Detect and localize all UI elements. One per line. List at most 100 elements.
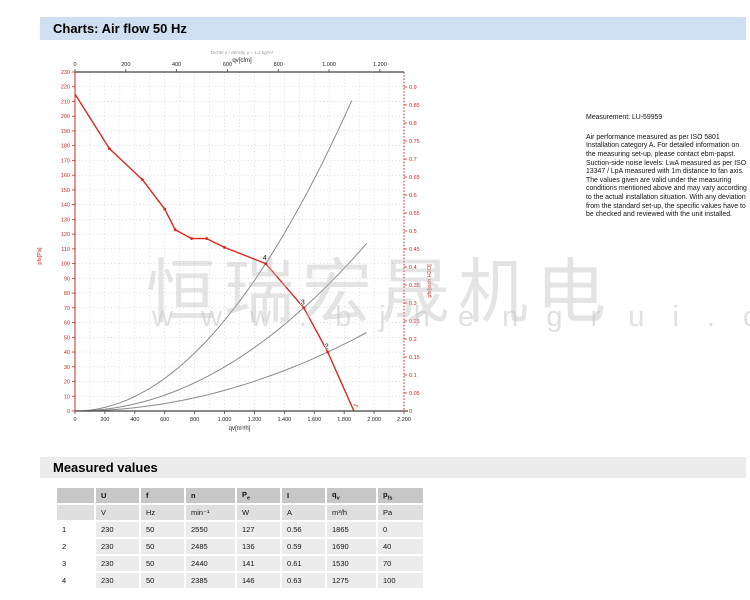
value-cell: 1275 <box>327 573 376 588</box>
value-cell: 2385 <box>186 573 235 588</box>
density-note: Dichte ρ / density ρ = 1.2 kg/m³ <box>211 50 274 55</box>
value-cell: 1690 <box>327 539 376 554</box>
svg-text:110: 110 <box>61 247 70 253</box>
svg-text:50: 50 <box>64 335 70 341</box>
svg-text:160: 160 <box>61 173 70 179</box>
svg-text:0.85: 0.85 <box>409 103 420 109</box>
svg-text:1.000: 1.000 <box>218 417 232 423</box>
operating-point-label: 4 <box>263 255 267 262</box>
svg-text:140: 140 <box>61 203 70 209</box>
svg-text:0.4: 0.4 <box>409 265 417 271</box>
svg-text:0.3: 0.3 <box>409 301 417 307</box>
svg-text:10: 10 <box>64 394 70 400</box>
svg-text:1.800: 1.800 <box>337 417 351 423</box>
svg-text:210: 210 <box>61 99 70 105</box>
value-cell: 50 <box>141 522 184 537</box>
svg-text:0: 0 <box>409 409 412 415</box>
value-cell: 2550 <box>186 522 235 537</box>
unit-cell: V <box>96 505 139 520</box>
bottom-axis: 0 200 400 600 800 1.000 1.200 1.400 1.600 1.800 2.… <box>73 411 411 432</box>
svg-text:0.2: 0.2 <box>409 337 417 343</box>
table-row: 3 230 50 2440 141 0.61 1530 70 <box>57 556 423 571</box>
value-cell: 136 <box>237 539 280 554</box>
svg-text:1.000: 1.000 <box>322 62 336 68</box>
svg-text:0.15: 0.15 <box>409 355 420 361</box>
right-axis: 0 0.05 0.1 0.15 0.2 0.25 0.3 0.35 0.4 0.45 0.5 0.55… <box>404 85 433 415</box>
svg-text:90: 90 <box>64 276 70 282</box>
column-header: U <box>96 488 139 503</box>
fan-curve <box>74 93 355 412</box>
column-header: qv <box>327 488 376 503</box>
svg-text:1.400: 1.400 <box>277 417 291 423</box>
chart-grid <box>75 72 404 411</box>
value-cell: 141 <box>237 556 280 571</box>
value-cell: 100 <box>378 573 423 588</box>
unit-cell <box>57 505 94 520</box>
measurement-note: Measurement: LU-59959 Air performance me… <box>586 114 748 220</box>
svg-text:400: 400 <box>172 62 181 68</box>
page-title: Charts: Air flow 50 Hz <box>40 17 746 40</box>
svg-text:100: 100 <box>61 262 70 268</box>
unit-cell: Pa <box>378 505 423 520</box>
table-row: 2 230 50 2485 136 0.59 1690 40 <box>57 539 423 554</box>
svg-text:400: 400 <box>130 417 139 423</box>
svg-text:150: 150 <box>61 188 70 194</box>
operating-point-label: 3 <box>301 299 305 306</box>
value-cell: 0.59 <box>282 539 325 554</box>
svg-text:0.9: 0.9 <box>409 85 417 91</box>
svg-text:2.000: 2.000 <box>367 417 381 423</box>
svg-text:0.5: 0.5 <box>409 229 417 235</box>
column-header: pfs <box>378 488 423 503</box>
value-cell: 1865 <box>327 522 376 537</box>
value-cell: 230 <box>96 522 139 537</box>
value-cell: 230 <box>96 573 139 588</box>
svg-text:190: 190 <box>61 129 70 135</box>
value-cell: 2440 <box>186 556 235 571</box>
svg-text:800: 800 <box>190 417 199 423</box>
svg-text:30: 30 <box>64 365 70 371</box>
svg-text:200: 200 <box>100 417 109 423</box>
value-cell: 230 <box>96 539 139 554</box>
svg-text:1.200: 1.200 <box>373 62 387 68</box>
column-header <box>57 488 94 503</box>
bottom-axis-title: qv[m³/h] <box>229 426 251 432</box>
svg-text:0.1: 0.1 <box>409 373 417 379</box>
svg-text:0.65: 0.65 <box>409 175 420 181</box>
operating-point-label: 2 <box>325 344 329 351</box>
svg-text:0.45: 0.45 <box>409 247 420 253</box>
fan-curve-markers <box>107 147 330 354</box>
unit-cell: A <box>282 505 325 520</box>
operating-point-1-label: 1 <box>352 402 360 409</box>
operating-point-labels: 4 3 2 1 <box>262 254 361 409</box>
value-cell: 50 <box>141 556 184 571</box>
right-axis-title: pfs[inch H2O] <box>427 264 433 298</box>
svg-text:0: 0 <box>73 417 76 423</box>
value-cell: 70 <box>378 556 423 571</box>
value-cell: 50 <box>141 573 184 588</box>
system-curve <box>74 332 367 412</box>
system-curves <box>74 100 367 412</box>
value-cell: 2485 <box>186 539 235 554</box>
row-number-cell: 4 <box>57 573 94 588</box>
system-curve <box>74 243 367 412</box>
svg-text:0.7: 0.7 <box>409 157 417 163</box>
svg-text:180: 180 <box>61 144 70 150</box>
svg-text:0.25: 0.25 <box>409 319 420 325</box>
svg-text:130: 130 <box>61 217 70 223</box>
column-header: n <box>186 488 235 503</box>
column-header: f <box>141 488 184 503</box>
svg-text:0.05: 0.05 <box>409 391 420 397</box>
svg-text:2.200: 2.200 <box>397 417 411 423</box>
svg-text:220: 220 <box>61 85 70 91</box>
measured-values-heading: Measured values <box>40 457 746 478</box>
svg-text:1.600: 1.600 <box>307 417 321 423</box>
svg-text:600: 600 <box>160 417 169 423</box>
svg-text:230: 230 <box>61 70 70 76</box>
value-cell: 146 <box>237 573 280 588</box>
column-header: I <box>282 488 325 503</box>
value-cell: 0.63 <box>282 573 325 588</box>
